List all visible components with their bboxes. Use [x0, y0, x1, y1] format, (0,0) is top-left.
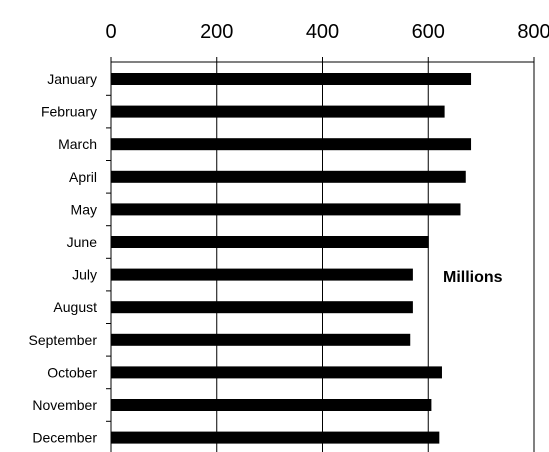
axes	[106, 57, 535, 452]
category-label: June	[67, 234, 98, 250]
category-label: February	[41, 104, 97, 120]
x-tick-label: 200	[200, 21, 233, 43]
category-label: December	[32, 430, 97, 446]
category-label: May	[71, 201, 97, 217]
bar	[110, 399, 432, 411]
x-tick-label: 0	[105, 21, 116, 43]
category-label: November	[32, 397, 97, 413]
bar	[110, 170, 466, 183]
category-label: October	[47, 364, 97, 380]
bar	[110, 105, 445, 118]
category-label: March	[58, 136, 97, 152]
bars	[110, 73, 472, 444]
units-annotation: Millions	[443, 269, 503, 286]
x-tick-labels: 0 200 400 600 800	[105, 21, 549, 43]
category-label: July	[72, 267, 97, 283]
bar	[110, 366, 442, 379]
bar	[110, 138, 472, 151]
x-tick-label: 600	[412, 21, 445, 43]
x-tick-label: 400	[306, 21, 339, 43]
bar	[110, 301, 413, 314]
category-label: September	[29, 332, 98, 348]
bar	[110, 431, 440, 444]
bar	[110, 236, 429, 248]
category-label: April	[69, 169, 97, 185]
category-label: August	[53, 299, 97, 315]
category-label: January	[47, 71, 97, 87]
bar	[110, 203, 461, 216]
x-tick-label: 800	[517, 21, 549, 43]
category-labels: January February March April May June July Augu…	[29, 71, 98, 446]
bar	[110, 268, 413, 281]
bar	[110, 333, 411, 346]
gridlines	[216, 62, 429, 452]
bar	[110, 73, 472, 85]
